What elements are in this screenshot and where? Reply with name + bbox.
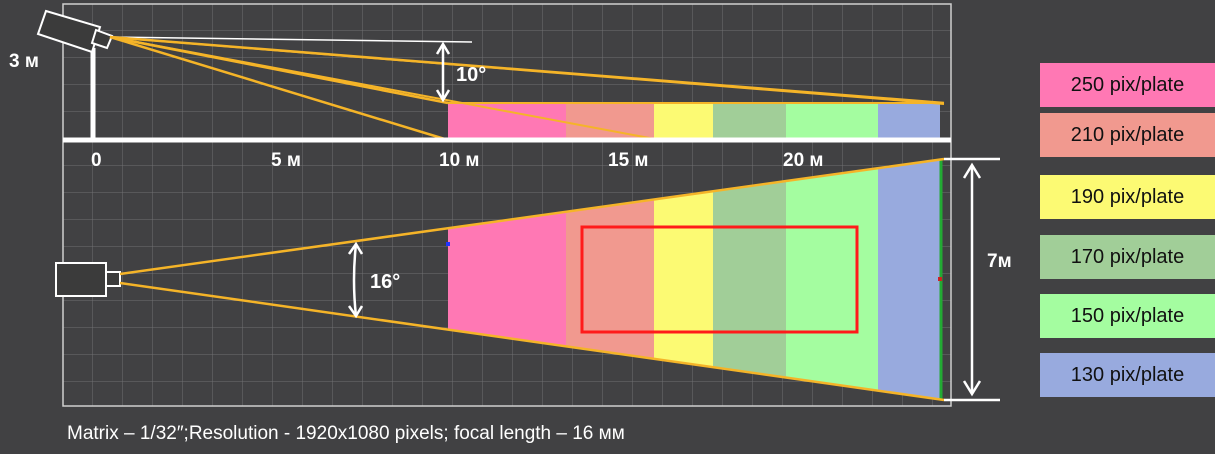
legend-item-190: 190 pix/plate (1040, 175, 1215, 219)
side-zone-130 (878, 104, 940, 140)
fov-lower-edge (119, 281, 945, 402)
specs-caption: Matrix – 1/32″;Resolution - 1920x1080 pi… (67, 423, 625, 444)
horizon-line (109, 36, 473, 43)
side-zone-190 (654, 104, 713, 140)
side-view-zones (448, 104, 940, 140)
side-zone-150 (786, 104, 878, 140)
axis-label-15: 15 м (608, 150, 648, 171)
side-zone-170 (713, 104, 786, 140)
width-dimension-arrow (944, 157, 1000, 402)
side-ray-bottom (109, 35, 449, 142)
left-marker-dot (446, 242, 450, 246)
top-zone-130 (878, 160, 940, 400)
width-label: 7м (987, 251, 1012, 272)
side-ray-center (109, 36, 661, 141)
side-zone-250 (448, 104, 566, 140)
axis-label-0: 0 (91, 150, 102, 171)
top-camera-icon (55, 262, 121, 297)
legend-label: 130 pix/plate (1070, 363, 1185, 386)
legend-item-250: 250 pix/plate (1040, 63, 1215, 107)
legend-item-170: 170 pix/plate (1040, 235, 1215, 279)
recognition-zone-frame (580, 225, 859, 334)
legend-label: 190 pix/plate (1070, 185, 1185, 208)
legend-label: 170 pix/plate (1070, 245, 1185, 268)
axis-label-5: 5 м (271, 150, 301, 171)
legend-item-210: 210 pix/plate (1040, 113, 1215, 157)
fov-upper-edge (119, 157, 945, 276)
axis-label-10: 10 м (439, 150, 479, 171)
tilt-angle-label: 10° (456, 64, 486, 86)
legend-item-150: 150 pix/plate (1040, 294, 1215, 338)
diagram-border (62, 3, 952, 407)
side-camera-icon (36, 9, 114, 54)
right-marker-dot (938, 277, 942, 281)
side-zone-210 (566, 104, 654, 140)
side-ray-mid (109, 36, 945, 105)
top-zone-170 (713, 160, 786, 400)
tilt-angle-arrow (435, 41, 451, 103)
top-zone-150 (786, 160, 878, 400)
legend-item-130: 130 pix/plate (1040, 353, 1215, 397)
fov-angle-arrow (347, 241, 364, 319)
legend-label: 150 pix/plate (1070, 304, 1185, 327)
axis-label-20: 20 м (783, 150, 823, 171)
fov-angle-label: 16° (370, 271, 400, 293)
legend-label: 250 pix/plate (1070, 73, 1185, 96)
height-label: 3 м (9, 51, 39, 72)
legend-label: 210 pix/plate (1070, 123, 1185, 146)
